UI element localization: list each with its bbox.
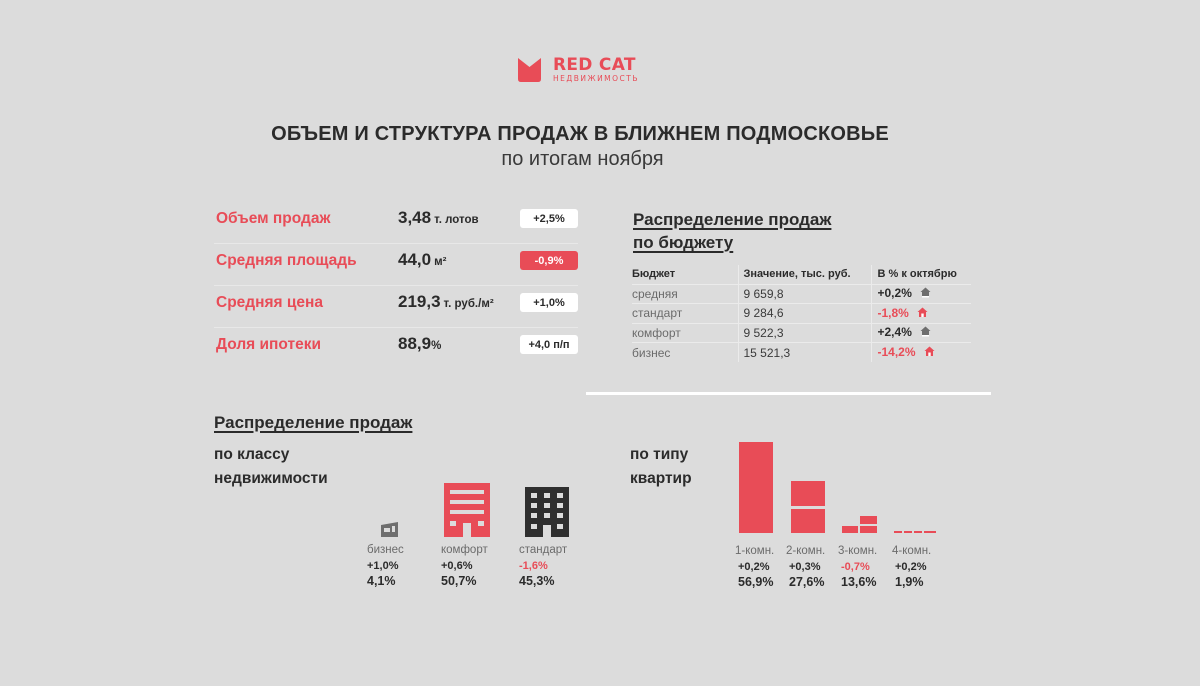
kpi-unit: м² — [434, 256, 447, 268]
bar-4-room-seg2 — [904, 531, 912, 533]
kpi-change-badge: +2,5% — [520, 209, 578, 228]
table-row: стандарт 9 284,6 -1,8% — [632, 303, 971, 323]
bar-2-room-top — [791, 481, 825, 506]
flat-item-3-room: 3-комн. -0,7% 13,6% — [838, 545, 878, 589]
house-icon — [920, 326, 931, 340]
kpi-change-badge: +1,0% — [520, 293, 578, 312]
bar-4-room-seg4 — [924, 531, 936, 533]
kpi-value: 44,0 м² — [398, 250, 447, 269]
class-item-standard: стандарт -1,6% 45,3% — [519, 544, 568, 588]
class-section-subtitle: по классу недвижимости — [214, 446, 328, 487]
bar-1-room — [739, 442, 773, 533]
flat-item-2-room: 2-комн. +0,3% 27,6% — [786, 545, 826, 589]
kpi-row-sales-volume: Объем продаж 3,48 т. лотов +2,5% — [214, 202, 578, 244]
kpi-label: Доля ипотеки — [216, 336, 321, 353]
kpi-row-average-area: Средняя площадь 44,0 м² -0,9% — [214, 244, 578, 286]
class-item-business: бизнес +1,0% 4,1% — [367, 544, 404, 588]
kpi-change-badge: -0,9% — [520, 251, 578, 270]
kpi-value: 219,3 т. руб./м² — [398, 292, 494, 311]
building-icon — [444, 483, 490, 537]
table-header-row: Бюджет Значение, тыс. руб. В % к октябрю — [632, 265, 971, 284]
table-row: комфорт 9 522,3 +2,4% — [632, 322, 971, 343]
kpi-label: Объем продаж — [216, 210, 331, 227]
section-divider — [586, 392, 991, 395]
bar-3-room-left — [842, 526, 858, 533]
brand-name: RED CAT — [553, 54, 636, 75]
brand-logo: RED CAT НЕДВИЖИМОСТЬ — [516, 56, 639, 83]
kpi-value: 3,48 т. лотов — [398, 208, 479, 227]
brand-tagline: НЕДВИЖИМОСТЬ — [553, 73, 640, 83]
kpi-list: Объем продаж 3,48 т. лотов +2,5% Средняя … — [214, 202, 578, 370]
class-section-title: Распределение продаж — [214, 413, 413, 432]
apartment-block-icon — [525, 487, 569, 537]
kpi-change-badge: +4,0 п/п — [520, 335, 578, 354]
kpi-unit: т. лотов — [434, 214, 479, 226]
kpi-label: Средняя площадь — [216, 252, 357, 269]
kpi-row-average-price: Средняя цена 219,3 т. руб./м² +1,0% — [214, 286, 578, 328]
kpi-value: 88,9% — [398, 334, 442, 353]
kpi-row-mortgage-share: Доля ипотеки 88,9% +4,0 п/п — [214, 328, 578, 370]
budget-section-title: Распределение продаж по бюджету — [633, 210, 832, 252]
kpi-unit: % — [431, 340, 442, 352]
house-icon — [924, 346, 935, 360]
bar-4-room-seg1 — [894, 531, 902, 533]
flat-item-4-room: 4-комн. +0,2% 1,9% — [892, 545, 932, 589]
bar-2-room-bottom — [791, 509, 825, 533]
bar-4-room-seg3 — [914, 531, 922, 533]
house-icon — [917, 307, 928, 321]
flat-type-subtitle: по типу квартир — [630, 446, 692, 487]
kpi-label: Средняя цена — [216, 294, 324, 311]
small-building-icon — [381, 522, 398, 537]
table-row: бизнес 15 521,3 -14,2% — [632, 342, 971, 362]
column-header: Бюджет — [632, 268, 676, 281]
bar-3-room-top — [860, 516, 877, 524]
kpi-unit: т. руб./м² — [443, 298, 494, 310]
budget-table: Бюджет Значение, тыс. руб. В % к октябрю… — [632, 265, 971, 362]
flat-item-1-room: 1-комн. +0,2% 56,9% — [735, 545, 775, 589]
column-header: В % к октябрю — [870, 265, 971, 284]
table-row: средняя 9 659,8 +0,2% — [632, 283, 971, 304]
column-header: Значение, тыс. руб. — [737, 265, 871, 284]
page-title: ОБЪЕМ И СТРУКТУРА ПРОДАЖ В БЛИЖНЕМ ПОДМО… — [271, 123, 889, 145]
house-icon — [920, 287, 931, 301]
bar-3-room-right — [860, 526, 877, 533]
page-subtitle: по итогам ноября — [501, 148, 664, 170]
cat-logo-icon — [518, 58, 541, 82]
class-item-comfort: комфорт +0,6% 50,7% — [441, 544, 488, 588]
